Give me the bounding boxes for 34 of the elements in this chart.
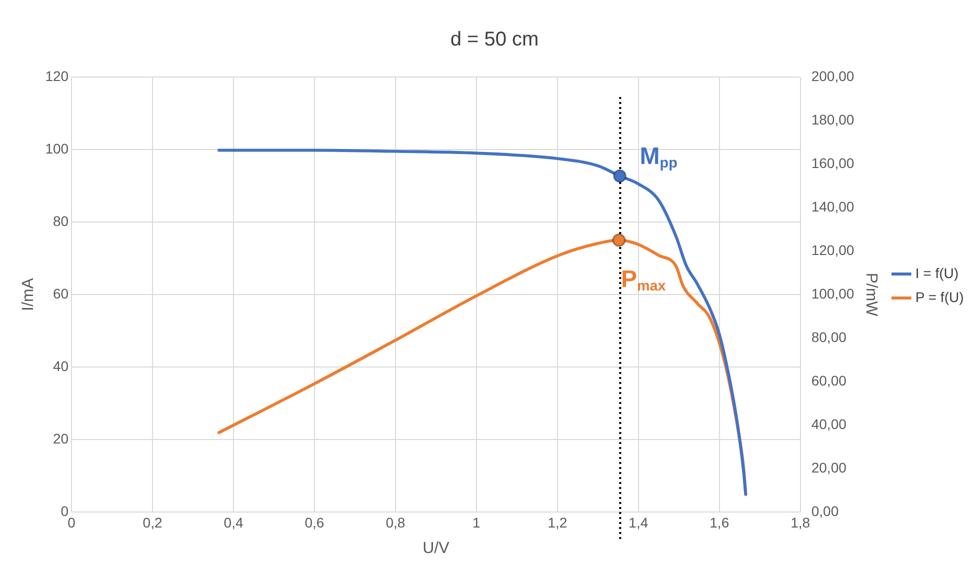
- x-tick-label: 0,8: [386, 514, 406, 530]
- y2-tick-label: 60,00: [811, 372, 847, 388]
- y2-tick-label: 200,00: [811, 68, 854, 84]
- x-tick-label: 0,4: [224, 514, 244, 530]
- legend-label: P = f(U): [915, 288, 964, 305]
- x-tick-label: 0,2: [142, 514, 162, 530]
- y-tick-label: 120: [45, 68, 69, 84]
- chart-title: d = 50 cm: [450, 28, 539, 51]
- x-axis-title: U/V: [422, 540, 450, 557]
- y-tick-label: 80: [52, 212, 69, 229]
- y-tick-label: 100: [45, 140, 69, 156]
- y2-axis-title: P/mW: [862, 272, 880, 318]
- x-tick-label: 1,6: [710, 514, 730, 530]
- y2-tick-label: 160,00: [811, 154, 854, 171]
- legend-label: I = f(U): [915, 264, 959, 281]
- y2-tick-label: 100,00: [811, 285, 854, 302]
- y2-tick-label: 0,00: [811, 502, 839, 519]
- y2-tick-label: 20,00: [811, 459, 847, 476]
- line-series: [217, 148, 748, 496]
- y2-tick-label: 180,00: [811, 111, 854, 128]
- x-tick-label: 1,4: [628, 514, 648, 530]
- y2-tick-label: 140,00: [811, 198, 854, 214]
- y-tick-label: 0: [60, 502, 69, 519]
- x-tick-label: 1,2: [548, 514, 568, 530]
- y-axis-title: I/mA: [20, 278, 38, 311]
- y2-tick-label: 80,00: [811, 328, 847, 345]
- x-tick-label: 1,8: [790, 514, 810, 530]
- y2-tick-label: 40,00: [811, 416, 847, 432]
- y-tick-label: 20: [52, 430, 69, 446]
- x-tick-label: 0,6: [304, 514, 324, 530]
- y2-tick-label: 120,00: [811, 242, 854, 258]
- x-tick-label: 1: [472, 514, 481, 530]
- y-tick-label: 60: [52, 285, 69, 302]
- y-tick-label: 40: [52, 358, 69, 374]
